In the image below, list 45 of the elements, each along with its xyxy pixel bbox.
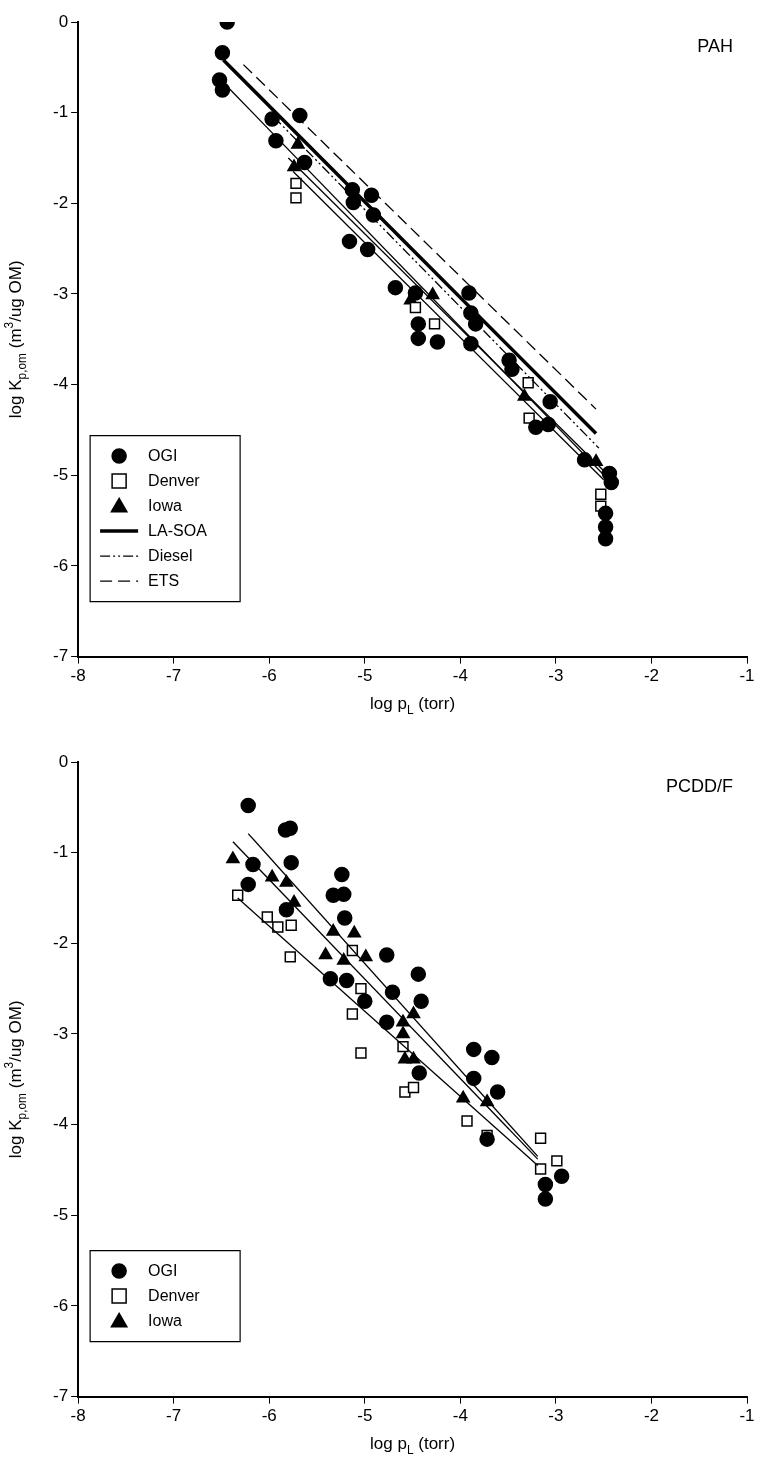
y-axis-title: log Kp,om (m3/ug OM)	[1, 260, 29, 419]
x-tick-label: -7	[166, 666, 182, 686]
legend-label: Denver	[148, 471, 201, 489]
y-axis-title: log Kp,om (m3/ug OM)	[1, 1000, 29, 1159]
legend-label: ETS	[148, 571, 180, 589]
x-tick-label: -1	[739, 666, 755, 686]
y-tick-label: -7	[52, 1386, 69, 1406]
y-tick-label: -1	[52, 842, 69, 862]
annotation: PAH	[697, 35, 734, 56]
legend-label: LA-SOA	[148, 521, 208, 539]
x-tick-label: -4	[452, 1406, 468, 1426]
y-tick-label: -4	[52, 374, 69, 394]
y-tick-label: -7	[52, 646, 69, 666]
x-tick-label: -7	[166, 1406, 182, 1426]
legend-label: OGI	[148, 1261, 178, 1279]
x-tick-label: -3	[548, 1406, 564, 1426]
x-tick-label: -5	[357, 666, 373, 686]
x-tick-label: -8	[70, 666, 86, 686]
y-tick-label: -2	[52, 193, 69, 212]
y-tick-label: -5	[52, 464, 69, 484]
legend-label: Iowa	[148, 496, 183, 514]
y-tick-label: -2	[52, 933, 69, 952]
legend-label: Iowa	[148, 1311, 183, 1329]
x-tick-label: -4	[452, 666, 468, 686]
y-tick-label: -6	[52, 555, 69, 575]
x-tick-label: -1	[739, 1406, 755, 1426]
y-tick-label: -3	[52, 283, 69, 303]
y-tick-label: -4	[52, 1114, 69, 1134]
y-tick-label: 0	[58, 11, 69, 31]
legend-label: OGI	[148, 446, 178, 464]
legend-label: Diesel	[148, 546, 193, 564]
annotation: PCDD/F	[666, 775, 733, 796]
y-tick-label: 0	[58, 751, 69, 771]
x-tick-label: -2	[643, 666, 660, 686]
legend-label: Denver	[148, 1286, 201, 1304]
y-tick-label: -5	[52, 1204, 69, 1224]
x-tick-label: -5	[357, 1406, 373, 1426]
y-tick-label: -3	[52, 1023, 69, 1043]
x-tick-label: -8	[70, 1406, 86, 1426]
x-tick-label: -6	[261, 1406, 277, 1426]
x-tick-label: -3	[548, 666, 564, 686]
x-tick-label: -6	[261, 666, 277, 686]
x-tick-label: -2	[643, 1406, 660, 1426]
y-tick-label: -6	[52, 1295, 69, 1315]
y-tick-label: -1	[52, 102, 69, 122]
